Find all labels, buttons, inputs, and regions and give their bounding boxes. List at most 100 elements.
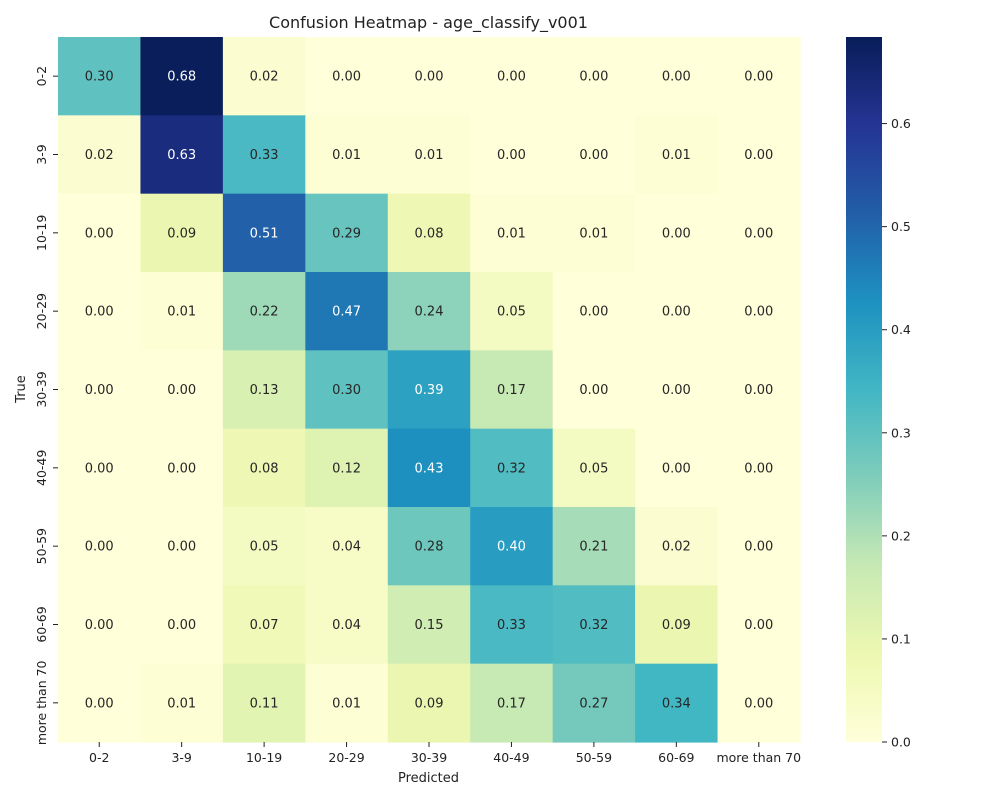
heatmap-cell xyxy=(305,37,389,116)
colorbar-tick-label: 0.0 xyxy=(891,735,911,750)
heatmap-cell xyxy=(552,428,636,508)
heatmap-cell xyxy=(140,507,224,586)
cell-value-label: 0.00 xyxy=(744,226,773,241)
y-tick-label: 20-29 xyxy=(34,293,49,329)
cell-value-label: 0.09 xyxy=(415,696,444,711)
heatmap-cell xyxy=(140,193,224,273)
cell-value-label: 0.01 xyxy=(332,148,361,163)
cell-value-label: 0.29 xyxy=(332,226,361,241)
heatmap-cell xyxy=(552,663,636,743)
heatmap-cell xyxy=(140,585,224,665)
y-tick-label: 30-39 xyxy=(34,371,49,407)
heatmap-cell xyxy=(222,507,306,586)
x-tick-label: 60-69 xyxy=(658,750,694,765)
cell-value-label: 0.00 xyxy=(662,305,691,320)
cell-value-label: 0.47 xyxy=(332,305,361,320)
heatmap-cell xyxy=(387,115,471,195)
heatmap-cell xyxy=(635,193,719,273)
heatmap-cell xyxy=(58,37,142,116)
cell-value-label: 0.01 xyxy=(167,305,196,320)
heatmap-cell xyxy=(387,585,471,665)
cell-value-label: 0.00 xyxy=(662,461,691,476)
heatmap-cell xyxy=(717,663,801,743)
cell-value-label: 0.43 xyxy=(415,461,444,476)
y-tick-label: 3-9 xyxy=(34,144,49,164)
cell-value-label: 0.17 xyxy=(497,696,526,711)
cell-value-label: 0.00 xyxy=(167,540,196,555)
cell-value-label: 0.00 xyxy=(744,148,773,163)
cell-value-label: 0.00 xyxy=(85,226,114,241)
cell-value-label: 0.68 xyxy=(167,70,196,85)
heatmap-cell xyxy=(387,350,471,430)
y-axis-label: True xyxy=(14,375,29,404)
cell-value-label: 0.00 xyxy=(662,226,691,241)
cell-value-label: 0.00 xyxy=(744,383,773,398)
heatmap-cell xyxy=(635,37,719,116)
cell-value-label: 0.01 xyxy=(497,226,526,241)
heatmap-cell xyxy=(222,272,306,351)
x-tick-label: 3-9 xyxy=(171,750,191,765)
heatmap-cell xyxy=(387,663,471,743)
cell-value-label: 0.00 xyxy=(415,70,444,85)
heatmap-cell xyxy=(58,663,142,743)
cell-value-label: 0.00 xyxy=(579,148,608,163)
colorbar-gradient xyxy=(846,37,882,742)
x-tick-label: 10-19 xyxy=(246,750,282,765)
cell-value-label: 0.51 xyxy=(250,226,279,241)
heatmap-cell xyxy=(140,350,224,430)
cell-value-label: 0.01 xyxy=(332,696,361,711)
heatmap-cell xyxy=(58,428,142,508)
heatmap-cell xyxy=(305,350,389,430)
cell-value-label: 0.02 xyxy=(250,70,279,85)
cell-value-label: 0.63 xyxy=(167,148,196,163)
heatmap-cell xyxy=(387,507,471,586)
cell-value-label: 0.33 xyxy=(497,618,526,633)
heatmap-cell xyxy=(717,272,801,351)
heatmap-cell xyxy=(140,272,224,351)
heatmap-cell xyxy=(552,193,636,273)
colorbar-tick-label: 0.4 xyxy=(891,322,911,337)
heatmap-cell xyxy=(387,37,471,116)
x-tick-label: 50-59 xyxy=(576,750,612,765)
x-tick-label: more than 70 xyxy=(716,750,801,765)
heatmap-cell xyxy=(222,350,306,430)
heatmap-cell xyxy=(635,663,719,743)
heatmap-cell xyxy=(305,663,389,743)
cell-value-label: 0.08 xyxy=(415,226,444,241)
cell-value-label: 0.33 xyxy=(250,148,279,163)
y-axis: 0-2 3-9 10-19 20-29 30-39 40-49 50-59 60-69 more… xyxy=(34,66,58,745)
colorbar: 0.0 0.1 0.2 0.3 0.4 0.5 0.6 xyxy=(846,37,911,750)
cell-value-label: 0.28 xyxy=(415,540,444,555)
colorbar-tick-label: 0.1 xyxy=(891,631,911,646)
cell-value-label: 0.32 xyxy=(579,618,608,633)
heatmap-cell xyxy=(387,428,471,508)
cell-value-label: 0.00 xyxy=(85,305,114,320)
heatmap-cell xyxy=(305,428,389,508)
y-tick-label: 0-2 xyxy=(34,66,49,86)
heatmap-cell xyxy=(222,115,306,195)
heatmap-cell xyxy=(58,193,142,273)
cell-value-label: 0.02 xyxy=(662,540,691,555)
heatmap-cell xyxy=(635,115,719,195)
heatmap-cell xyxy=(470,115,554,195)
cell-value-label: 0.00 xyxy=(744,461,773,476)
cell-value-label: 0.00 xyxy=(332,70,361,85)
heatmap-cell xyxy=(140,428,224,508)
heatmap-cell xyxy=(222,663,306,743)
cell-value-label: 0.04 xyxy=(332,540,361,555)
cell-value-label: 0.00 xyxy=(167,618,196,633)
x-tick-label: 0-2 xyxy=(89,750,109,765)
y-tick-label: 60-69 xyxy=(34,606,49,642)
cell-value-label: 0.21 xyxy=(579,540,608,555)
heatmap-cell xyxy=(717,350,801,430)
cell-value-label: 0.00 xyxy=(85,696,114,711)
heatmap-cell xyxy=(470,350,554,430)
cell-value-label: 0.34 xyxy=(662,696,691,711)
heatmap-cell xyxy=(470,663,554,743)
heatmap-cell xyxy=(635,350,719,430)
heatmap-cell xyxy=(305,507,389,586)
heatmap-cell xyxy=(222,37,306,116)
heatmap-cell xyxy=(222,585,306,665)
cell-value-label: 0.01 xyxy=(662,148,691,163)
